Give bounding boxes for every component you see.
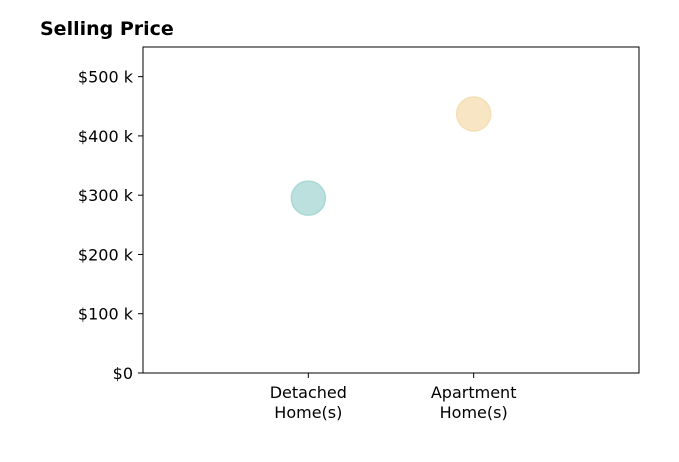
data-points	[290, 96, 492, 216]
plot-area	[142, 46, 640, 374]
y-tick-label: $300 k	[78, 186, 134, 205]
chart-title: Selling Price	[40, 18, 174, 40]
y-tick-label: $400 k	[78, 127, 134, 146]
x-tick-label: Detached Home(s)	[270, 383, 347, 422]
y-tick-label: $100 k	[78, 305, 134, 324]
data-point	[455, 96, 492, 132]
y-tick-label: $0	[113, 364, 133, 383]
x-tick-label: Apartment Home(s)	[431, 383, 517, 422]
x-axis: Detached Home(s) Apartment Home(s)	[270, 373, 517, 422]
data-point	[290, 180, 327, 216]
y-tick-label: $200 k	[78, 245, 134, 264]
y-tick-label: $500 k	[78, 68, 134, 87]
y-axis: $0 $100 k $200 k $300 k $400 k $500 k	[78, 68, 143, 383]
